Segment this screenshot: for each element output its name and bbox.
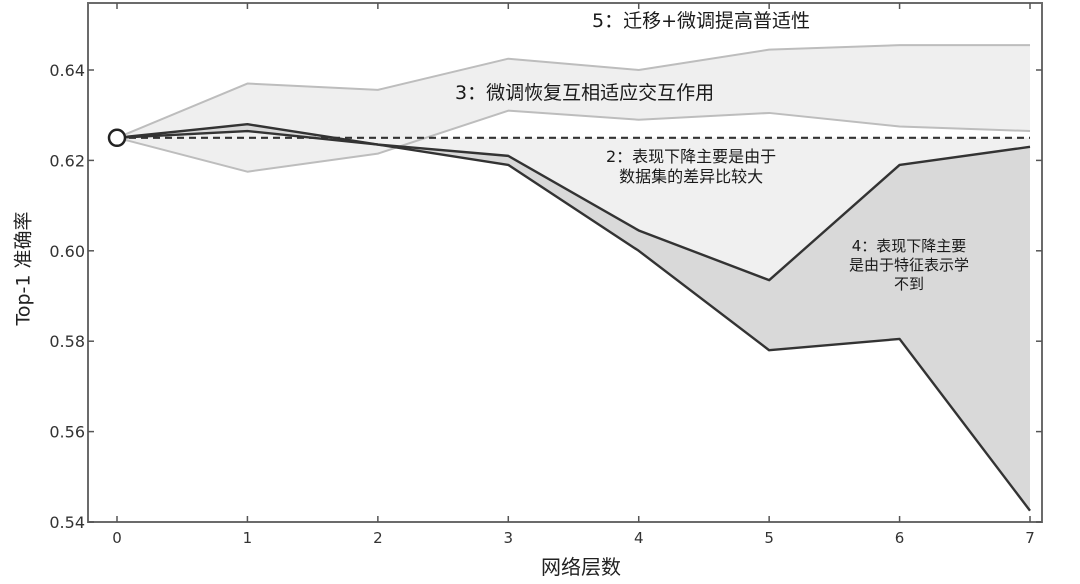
y-tick-label: 0.60 — [49, 242, 85, 261]
series-line-0 — [116, 44, 1031, 139]
y-tick-label: 0.62 — [49, 151, 85, 170]
x-tick-label: 0 — [112, 529, 122, 547]
y-tick-label: 0.54 — [49, 513, 85, 532]
x-tick-label: 3 — [504, 529, 514, 547]
annotation-4-line1: 4：表现下降主要 — [851, 237, 967, 255]
annotation-2-line2: 数据集的差异比较大 — [619, 167, 764, 186]
series-line-3 — [116, 129, 1031, 512]
plot-frame — [87, 2, 1043, 523]
annotation-2: 2：表现下降主要是由于 数据集的差异比较大 — [606, 147, 776, 187]
annotation-2-line1: 2：表现下降主要是由于 — [606, 147, 777, 166]
x-tick-label: 7 — [1025, 529, 1035, 547]
axis-ticks: 0 1 2 3 4 5 6 7 0.54 0.56 0.58 0.60 0.62 0.64 — [49, 3, 1042, 547]
annotation-5: 5：迁移+微调提高普适性 — [592, 10, 811, 32]
start-circle-marker — [107, 128, 127, 148]
x-tick-label: 2 — [373, 529, 383, 547]
y-tick-label: 0.64 — [49, 61, 85, 80]
y-tick-label: 0.58 — [49, 332, 85, 351]
start-marker — [107, 128, 127, 148]
annotation-4: 4：表现下降主要 是由于特征表示学 不到 — [849, 237, 969, 293]
band-fill-1 — [117, 124, 1031, 281]
x-axis-label: 网络层数 — [541, 555, 621, 579]
series-line-2 — [116, 123, 1031, 282]
annotation-4-line2: 是由于特征表示学 — [849, 255, 970, 274]
band-fill-2 — [117, 124, 1031, 511]
series-lines — [116, 44, 1031, 512]
y-tick-label: 0.56 — [49, 423, 85, 442]
x-tick-label: 6 — [895, 529, 905, 547]
annotation-3: 3：微调恢复互相适应交互作用 — [455, 82, 715, 104]
series-line-1 — [116, 109, 1031, 173]
x-tick-label: 5 — [764, 529, 774, 547]
annotation-4-line3: 不到 — [894, 274, 925, 293]
x-tick-label: 4 — [634, 529, 644, 547]
x-tick-label: 1 — [243, 529, 253, 547]
y-axis-label: Top-1 准确率 — [12, 211, 35, 326]
